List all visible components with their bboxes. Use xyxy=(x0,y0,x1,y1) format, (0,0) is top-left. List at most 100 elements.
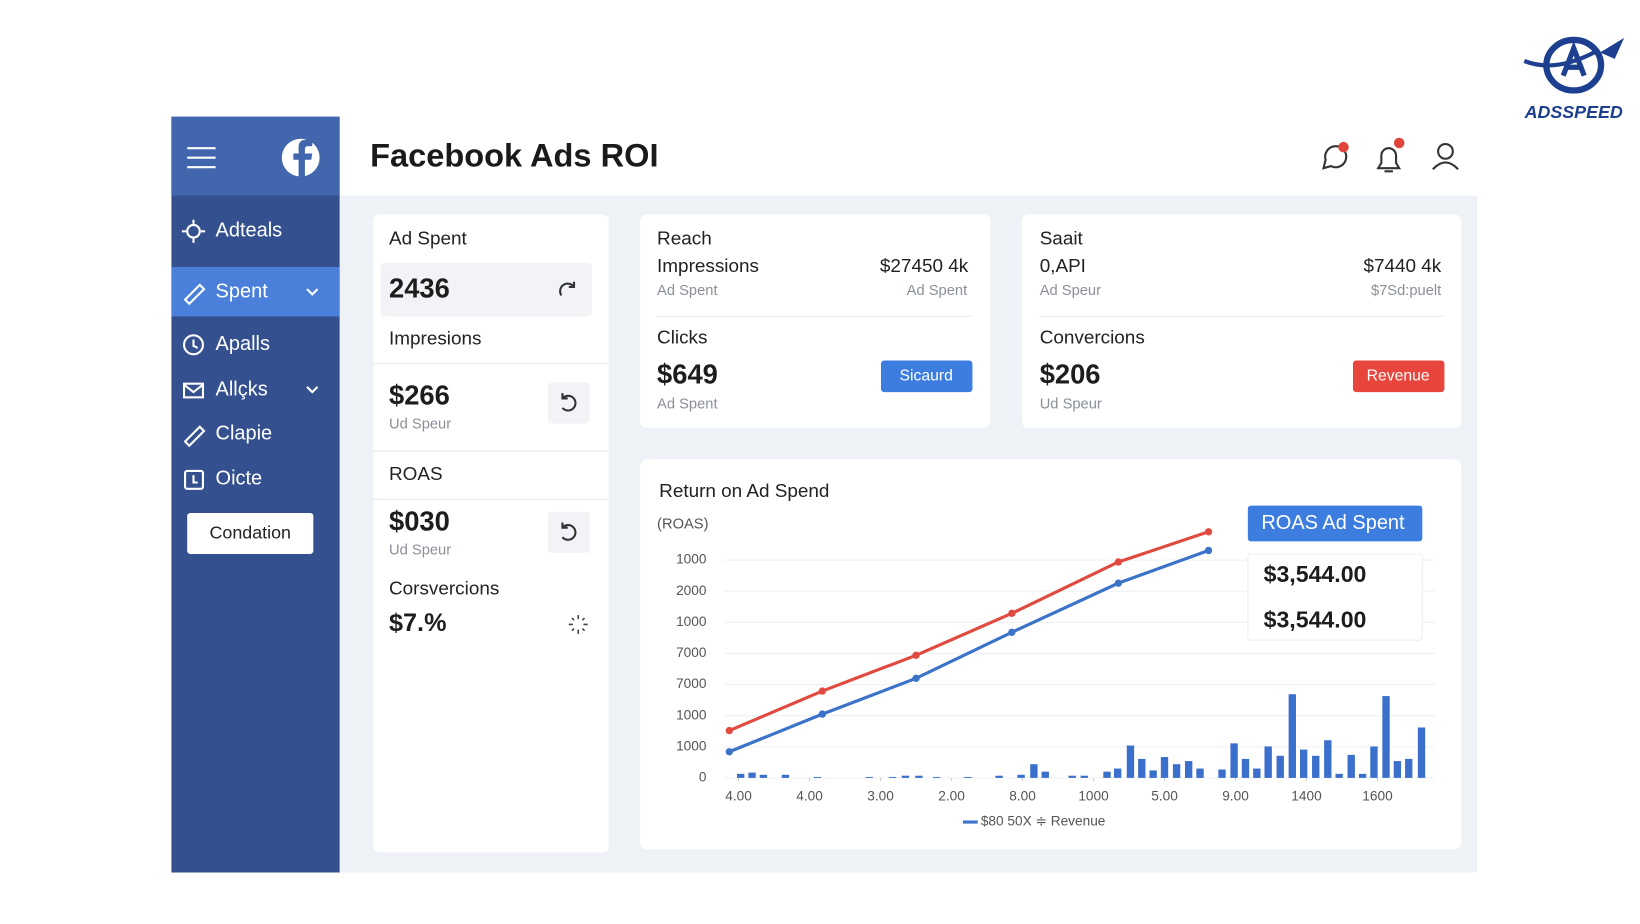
card-title: Reach xyxy=(657,229,712,250)
bar xyxy=(1030,764,1038,778)
metric-value: $7.% xyxy=(389,609,446,637)
bar xyxy=(1080,775,1088,778)
row-value: $27450 4k xyxy=(880,256,969,277)
series-point xyxy=(818,687,826,695)
card-title: Saait xyxy=(1040,229,1084,250)
series-point xyxy=(1114,558,1123,566)
badge xyxy=(1393,137,1405,149)
card-button[interactable]: Sicaurd xyxy=(880,360,973,393)
nav-item[interactable]: Clapie xyxy=(183,422,273,448)
bar xyxy=(1126,745,1135,778)
metric-label: Clicks xyxy=(657,327,707,348)
profile-body[interactable] xyxy=(1432,161,1459,170)
page-title: Facebook Ads ROI xyxy=(370,137,658,173)
metric-value: $649 xyxy=(657,359,718,390)
row-sub: $7Sd:puelt xyxy=(1371,283,1441,299)
bar xyxy=(964,776,972,778)
x-tick-label: 1400 xyxy=(1291,788,1322,803)
button-background[interactable] xyxy=(1352,360,1445,393)
refresh-icon[interactable] xyxy=(561,522,577,541)
card-button[interactable]: Revenue xyxy=(1352,360,1445,393)
logo-text: ADSSPEED xyxy=(1524,102,1623,122)
bar xyxy=(932,776,941,778)
metric-value: 2436 xyxy=(389,272,450,303)
tooltip-value: $3,544.00 xyxy=(1264,606,1367,632)
profile-head[interactable] xyxy=(1437,142,1454,160)
button-label[interactable]: Revenue xyxy=(1367,367,1430,384)
bar xyxy=(1113,768,1122,778)
x-tick-label: 4.00 xyxy=(725,788,752,803)
metric-sub: Ud Speur xyxy=(389,543,451,559)
nav-label[interactable]: Oicte xyxy=(216,468,263,490)
y-tick-label: 1000 xyxy=(676,738,707,753)
metric-sub: Ud Speur xyxy=(1040,397,1102,413)
y-tick-label: 1000 xyxy=(676,614,707,629)
button-background[interactable] xyxy=(187,512,314,554)
x-tick-label: 9.00 xyxy=(1222,788,1249,803)
nav-item[interactable]: Allçks xyxy=(182,378,319,400)
legend-label: $80 50X ≑ Revenue xyxy=(981,814,1106,829)
bar xyxy=(1241,758,1250,778)
tooltip-body xyxy=(1247,553,1423,641)
bar xyxy=(1068,775,1076,778)
metric-label: Ad Spent xyxy=(389,229,468,250)
nav-item[interactable]: Oicte xyxy=(184,468,263,490)
profile-icon[interactable] xyxy=(1432,142,1459,170)
bar xyxy=(915,775,923,778)
right-card: Saait 0,API $7440 4k Ad Speur $7Sd:puelt… xyxy=(1021,214,1462,428)
chat-icon[interactable] xyxy=(1322,141,1349,170)
chevron xyxy=(306,386,319,394)
series-point xyxy=(1008,628,1016,636)
bar xyxy=(1264,746,1272,778)
bell-shape[interactable] xyxy=(1376,147,1402,173)
menu-button[interactable] xyxy=(187,147,216,169)
nav-item[interactable]: Spent xyxy=(183,281,319,306)
nav-icon xyxy=(192,475,198,484)
facebook-f xyxy=(293,139,313,177)
menu-icon[interactable] xyxy=(187,147,216,169)
refresh-icon[interactable] xyxy=(559,281,576,296)
button-label[interactable]: Sicaurd xyxy=(899,367,952,384)
tooltip-value: $3,544.00 xyxy=(1264,561,1367,587)
facebook-icon xyxy=(281,138,320,177)
metric-value: $206 xyxy=(1040,359,1101,390)
nav-icon xyxy=(181,219,206,243)
notification-icon[interactable] xyxy=(1376,137,1405,173)
series-point xyxy=(818,710,826,718)
nav-item[interactable]: Apalls xyxy=(182,333,270,356)
active-item-background xyxy=(171,267,340,317)
x-tick-label: 4.00 xyxy=(796,788,823,803)
bar xyxy=(1335,773,1343,778)
bar xyxy=(1149,770,1157,778)
card-background xyxy=(373,214,609,853)
nav-label[interactable]: Allçks xyxy=(216,378,268,400)
bar xyxy=(1417,727,1426,778)
x-tick-label: 8.00 xyxy=(1009,788,1036,803)
sidebar-button[interactable]: Condation xyxy=(187,512,314,554)
button-label[interactable]: Condation xyxy=(210,523,291,543)
chart-title: Return on Ad Spend xyxy=(659,481,829,502)
x-tick-label: 1000 xyxy=(1078,788,1109,803)
x-tick-label: 2.00 xyxy=(938,788,965,803)
bar xyxy=(1172,764,1181,778)
nav-label[interactable]: Adteals xyxy=(216,220,283,242)
refresh-icon[interactable] xyxy=(561,393,577,412)
nav-label[interactable]: Spent xyxy=(216,281,269,303)
series-point xyxy=(912,674,920,683)
bar xyxy=(1230,743,1238,778)
icon-box[interactable] xyxy=(547,382,590,424)
icon-box[interactable] xyxy=(547,511,590,553)
bar xyxy=(1312,755,1320,778)
metric-label: ROAS xyxy=(389,464,443,485)
button-background[interactable] xyxy=(880,360,973,393)
logo-rocket xyxy=(1599,37,1625,59)
nav-label[interactable]: Apalls xyxy=(216,333,270,355)
sidebar-body xyxy=(171,116,340,873)
metric-value: $266 xyxy=(389,380,450,411)
bar xyxy=(865,776,873,778)
series-point xyxy=(725,748,733,756)
series-line xyxy=(728,548,1210,754)
nav-label[interactable]: Clapie xyxy=(216,422,273,444)
nav-item[interactable]: Adteals xyxy=(181,219,283,243)
